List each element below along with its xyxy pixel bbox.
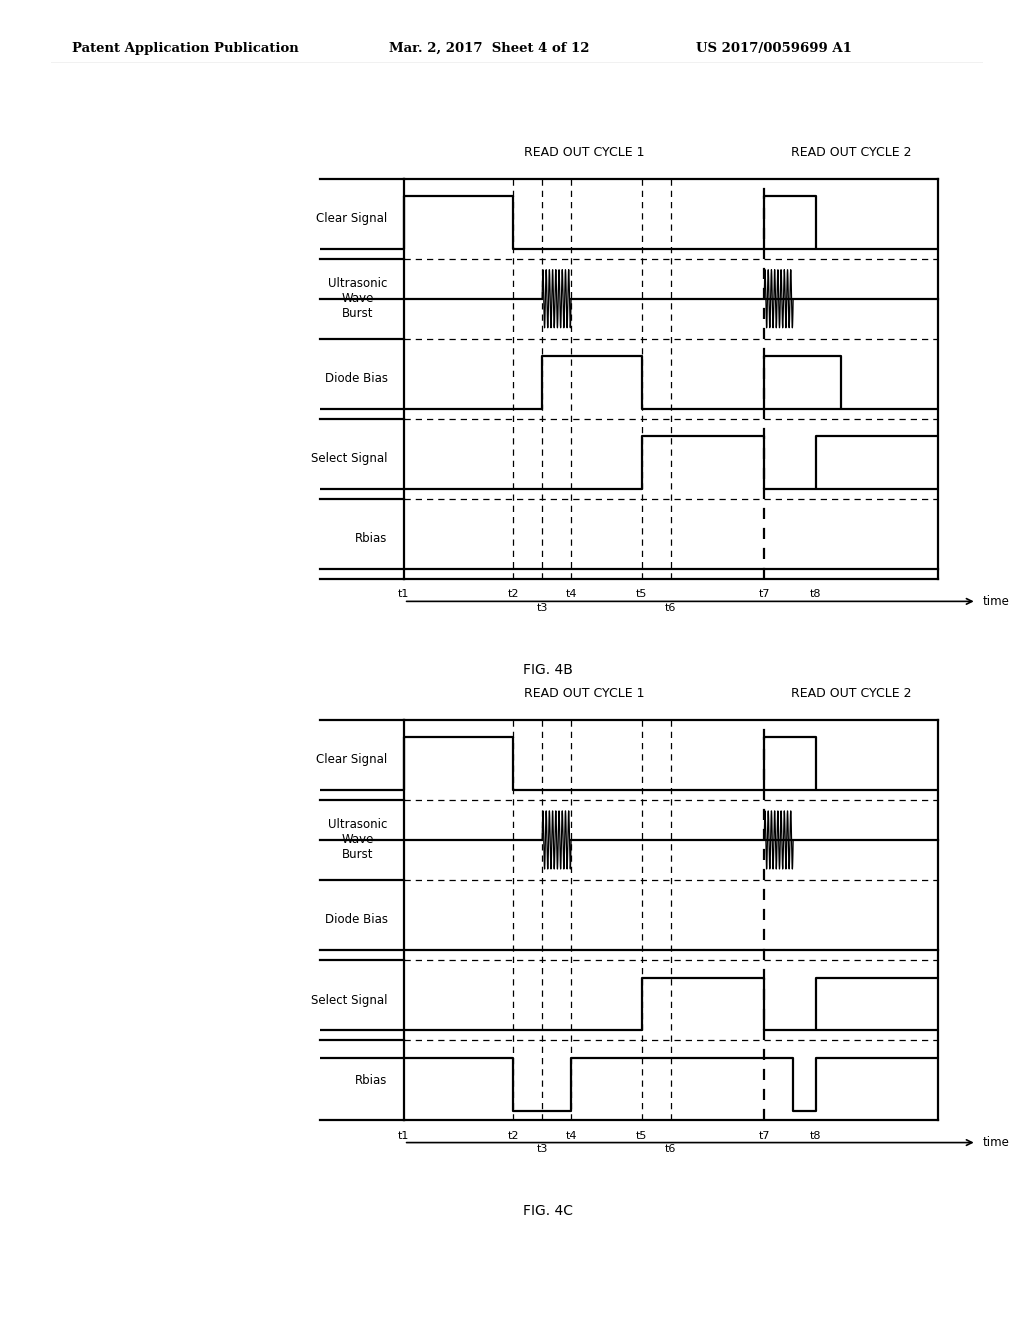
- Text: Diode Bias: Diode Bias: [325, 372, 388, 385]
- Text: READ OUT CYCLE 2: READ OUT CYCLE 2: [791, 686, 911, 700]
- Text: t5: t5: [636, 589, 647, 599]
- Text: t1: t1: [398, 1130, 410, 1140]
- Text: time: time: [983, 1137, 1010, 1150]
- Text: t3: t3: [537, 1144, 548, 1154]
- Text: t8: t8: [810, 1130, 821, 1140]
- Text: t3: t3: [537, 603, 548, 612]
- Text: FIG. 4B: FIG. 4B: [523, 663, 572, 677]
- Text: t5: t5: [636, 1130, 647, 1140]
- Text: Rbias: Rbias: [355, 1073, 388, 1086]
- Text: t7: t7: [759, 1130, 770, 1140]
- Text: Clear Signal: Clear Signal: [316, 213, 388, 226]
- Text: t2: t2: [508, 1130, 519, 1140]
- Text: Mar. 2, 2017  Sheet 4 of 12: Mar. 2, 2017 Sheet 4 of 12: [389, 42, 590, 55]
- Text: Rbias: Rbias: [355, 532, 388, 545]
- Text: READ OUT CYCLE 1: READ OUT CYCLE 1: [523, 145, 644, 158]
- Text: time: time: [983, 595, 1010, 609]
- Text: Select Signal: Select Signal: [311, 453, 388, 466]
- Text: t2: t2: [508, 589, 519, 599]
- Text: Clear Signal: Clear Signal: [316, 754, 388, 767]
- Text: t4: t4: [565, 589, 577, 599]
- Text: US 2017/0059699 A1: US 2017/0059699 A1: [696, 42, 852, 55]
- Text: FIG. 4C: FIG. 4C: [523, 1204, 572, 1218]
- Text: Ultrasonic
Wave
Burst: Ultrasonic Wave Burst: [329, 277, 388, 321]
- Text: READ OUT CYCLE 2: READ OUT CYCLE 2: [791, 145, 911, 158]
- Text: Select Signal: Select Signal: [311, 994, 388, 1007]
- Text: Ultrasonic
Wave
Burst: Ultrasonic Wave Burst: [329, 818, 388, 862]
- Text: t1: t1: [398, 589, 410, 599]
- Text: t8: t8: [810, 589, 821, 599]
- Text: t4: t4: [565, 1130, 577, 1140]
- Text: Patent Application Publication: Patent Application Publication: [72, 42, 298, 55]
- Text: t7: t7: [759, 589, 770, 599]
- Text: READ OUT CYCLE 1: READ OUT CYCLE 1: [523, 686, 644, 700]
- Text: t6: t6: [666, 1144, 677, 1154]
- Text: Diode Bias: Diode Bias: [325, 913, 388, 927]
- Text: t6: t6: [666, 603, 677, 612]
